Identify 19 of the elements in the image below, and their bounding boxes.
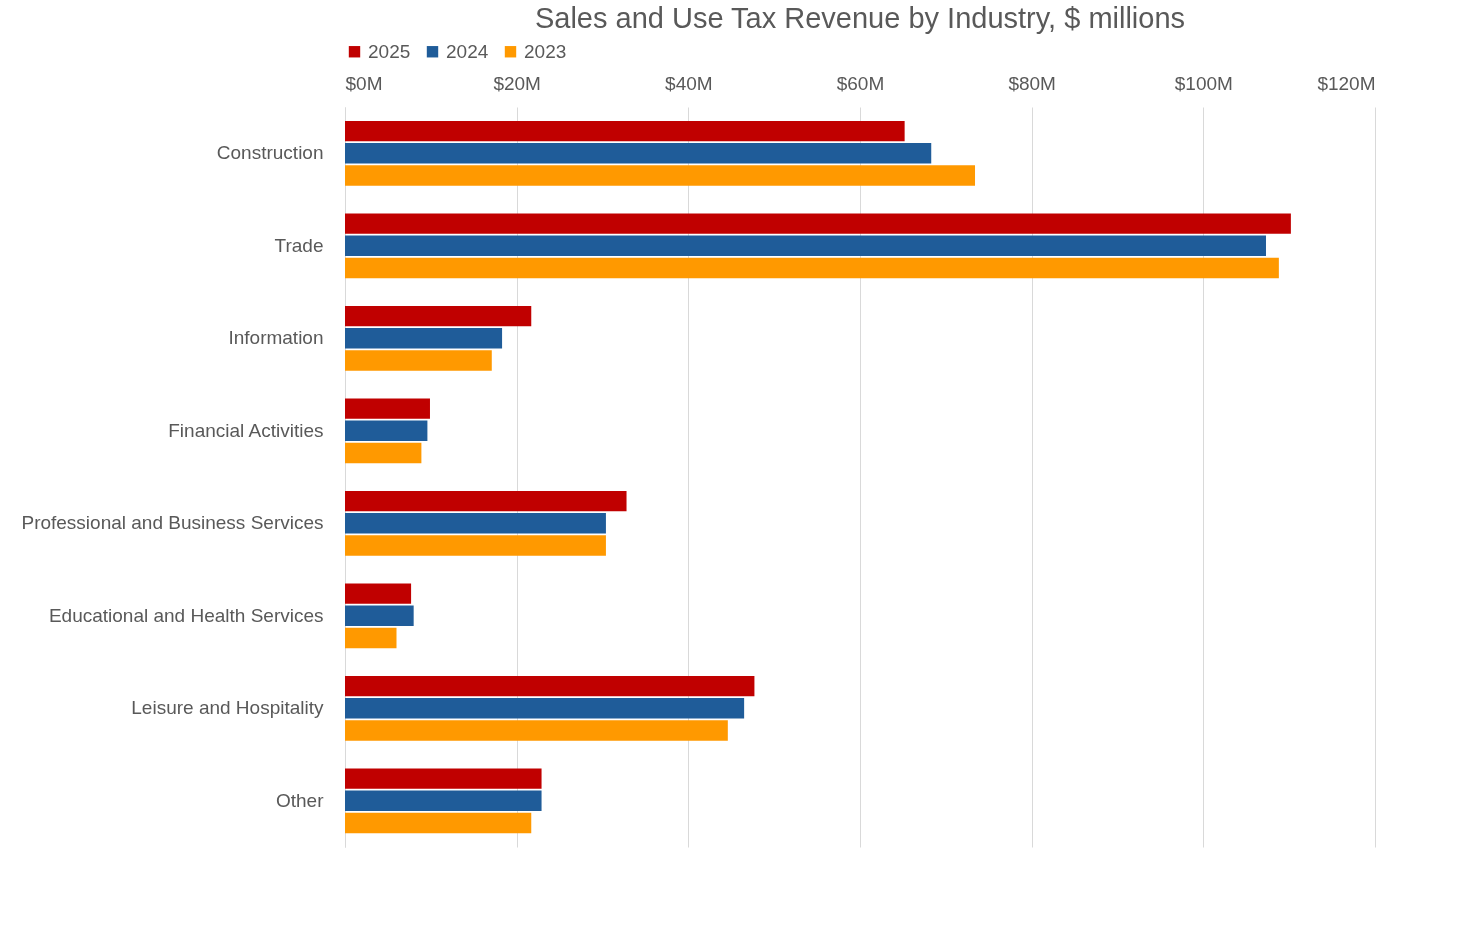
x-tick-label: $40M bbox=[665, 72, 713, 94]
y-tick-label: Information bbox=[228, 327, 324, 349]
x-tick-label: $60M bbox=[836, 72, 885, 94]
chart-title: Sales and Use Tax Revenue by Industry, $ millions bbox=[534, 2, 1186, 34]
y-tick-label: Educational and Health Services bbox=[48, 604, 324, 626]
x-tick-label: $120M bbox=[1317, 72, 1376, 94]
x-tick-label: $0M bbox=[345, 72, 383, 94]
y-tick-label: Trade bbox=[274, 234, 324, 256]
x-tick-label: $20M bbox=[493, 72, 541, 94]
x-tick-label: $100M bbox=[1174, 72, 1233, 94]
y-tick-label: Construction bbox=[216, 142, 324, 164]
y-tick-label: Financial Activities bbox=[168, 419, 324, 441]
x-tick-label: $80M bbox=[1008, 72, 1056, 94]
y-tick-label: Leisure and Hospitality bbox=[131, 697, 324, 719]
y-tick-label: Other bbox=[275, 789, 325, 811]
y-tick-label: Professional and Business Services bbox=[21, 512, 324, 534]
legend-label: 2023 bbox=[524, 40, 567, 62]
legend-label: 2025 bbox=[368, 40, 411, 62]
legend-label: 2024 bbox=[446, 40, 489, 62]
